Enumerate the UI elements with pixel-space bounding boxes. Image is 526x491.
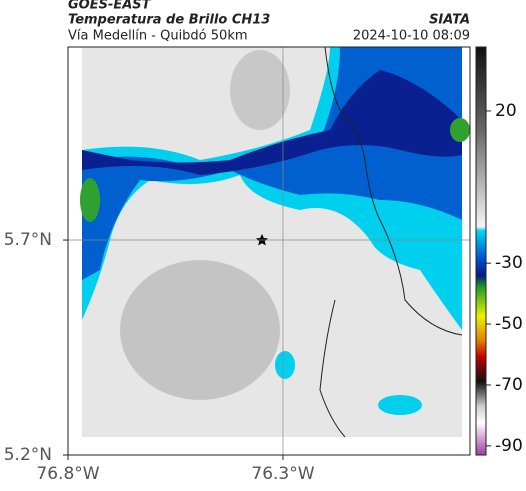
colorbar-tick-label: -30 bbox=[495, 253, 523, 273]
colorbar bbox=[475, 46, 487, 456]
datetime: 2024-10-10 08:09 bbox=[353, 29, 470, 44]
colorbar-tick-label: 20 bbox=[495, 101, 517, 121]
x-tick-label: 76.8°W bbox=[36, 464, 99, 484]
colorbar-tick-label: -50 bbox=[495, 314, 523, 334]
x-tick-label: 76.3°W bbox=[251, 464, 314, 484]
plot-frame bbox=[67, 46, 471, 456]
colorbar-tick-label: -90 bbox=[495, 436, 523, 456]
colorbar-tick-label: -70 bbox=[495, 375, 523, 395]
title: Temperatura de Brillo CH13 bbox=[68, 13, 270, 28]
y-tick-label: 5.7°N bbox=[4, 230, 52, 250]
subtitle: Vía Medellín - Quibdó 50km bbox=[68, 29, 248, 44]
y-tick-label: 5.2°N bbox=[4, 445, 52, 465]
brand: SIATA bbox=[429, 13, 470, 28]
source: GOES-EAST bbox=[68, 0, 152, 13]
satellite-image bbox=[68, 47, 470, 455]
